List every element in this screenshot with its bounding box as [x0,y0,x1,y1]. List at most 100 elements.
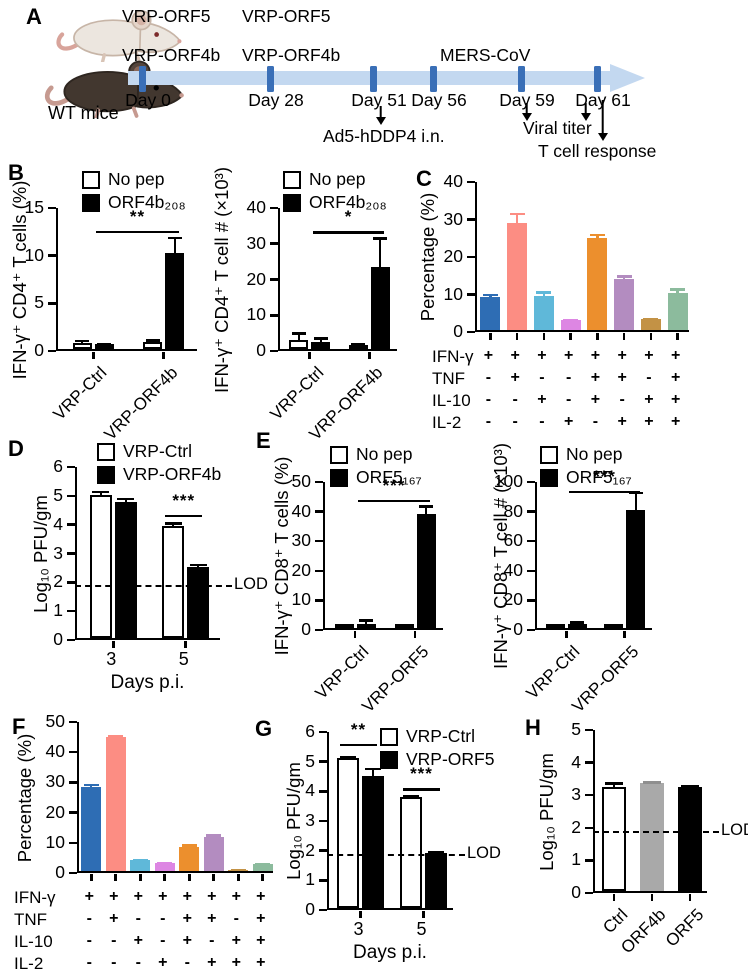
timeline-day-label: Day 59 [499,90,555,110]
panel-label-g: G [255,716,273,741]
matrix-sign: - [233,910,239,927]
plot-area [535,482,652,638]
error-bar [634,491,637,510]
matrix-row-label: TNF [432,369,466,388]
y-tick-label: 3 [571,784,581,805]
matrix-sign: + [256,954,266,971]
y-tick-mark [69,750,77,754]
matrix-row-label: IFN-γ [432,347,474,366]
y-tick-label: 15 [24,197,44,217]
legend-item: VRP-Ctrl [97,441,192,462]
y-tick-label: 30 [443,208,463,229]
y-tick-mark [67,523,75,526]
panel-label-h: H [525,715,541,740]
matrix-sign: + [670,413,681,430]
bar [130,860,151,871]
chart-cd4-cytokines: Percentage (%) 0 10 20 30 40 IFN-γ + + + + + + + + TNF -… [417,171,746,434]
plot-area [77,722,273,881]
y-tick-label: 30 [45,771,65,792]
legend-item: No pep [330,444,412,465]
matrix-sign: - [135,954,141,971]
significance-line [358,499,430,503]
x-tick-mark [622,332,626,340]
lod-line [593,831,719,834]
legend-label: ORF4b₂₀₈ [309,192,387,212]
error-bar [676,288,679,294]
matrix-sign: + [617,413,627,430]
error-bar-cap [536,291,552,294]
error-bar-cap [548,626,563,629]
matrix-sign: + [644,391,654,408]
y-tick-label: 30 [246,232,266,253]
matrix-sign: + [256,932,266,949]
error-bar-cap [255,863,271,866]
matrix-sign: - [111,932,117,949]
matrix-sign: + [182,910,192,927]
y-tick-label: 40 [45,741,65,762]
y-tick-label: 0 [305,899,315,919]
x-tick-mark [413,630,417,638]
lod-label: LOD [234,575,268,594]
chart-titer-orf4b: Log₁₀ PFU/gm 0 1 2 3 4 5 6 3 5 Days p.i. VRP-Ctrl VR… [12,437,268,699]
y-tick-mark [48,349,56,353]
matrix-row-label: IL-2 [14,954,44,973]
y-tick-mark [585,826,593,830]
timeline-day-label: Day 0 [125,90,171,110]
significance-line [569,490,640,494]
matrix-sign: + [133,932,143,949]
matrix-sign: + [207,954,217,971]
matrix-sign: + [182,932,192,949]
y-tick-mark [270,242,278,246]
error-bar-cap [402,794,420,798]
lod-line [327,853,465,856]
x-tick-mark [515,332,519,340]
error-bar-cap [604,782,624,785]
error-bar-cap [351,343,366,346]
error-bar-cap [336,626,352,629]
arrow-down-icon [520,103,533,121]
panel-label-e: E [256,428,271,453]
error-bar [379,237,382,267]
bar [337,758,359,908]
y-tick-label: 100 [493,471,523,491]
matrix-row-label: TNF [14,910,48,929]
error-bar-cap [563,318,579,322]
plot-area [327,732,453,918]
y-tick-label: 10 [291,589,311,610]
panel-label-a: A [26,4,42,29]
y-tick-label: 0 [256,340,266,360]
legend-item: No pep [82,169,164,190]
matrix-row-label: IL-10 [14,932,53,951]
x-tick-mark [564,630,568,638]
error-bar-cap [616,275,632,278]
x-tick-label: 3 [106,649,117,669]
error-bar-cap [642,781,662,784]
error-bar [297,332,300,341]
y-tick-mark [67,465,75,469]
y-tick-mark [319,760,327,763]
matrix-sign: - [565,369,572,386]
x-tick-mark [162,351,166,359]
significance-stars: *** [382,475,406,495]
bar [289,340,309,349]
y-tick-label: 10 [45,831,65,852]
bar [252,864,273,871]
matrix-sign: - [646,369,652,386]
y-tick-mark [319,730,327,734]
matrix-sign: + [158,954,168,971]
matrix-sign: + [617,369,627,386]
ad5-annotation: Ad5-hDDP4 i.n. [323,126,445,146]
chart-cd4-percent: IFN-γ⁺ CD4⁺ T cells (%) 0 5 10 15 VRP-Ctrl VRP… [9,165,215,444]
y-tick-mark [69,720,77,724]
legend-swatch [82,193,100,212]
matrix-sign: - [619,391,625,408]
x-tick-mark [612,893,616,901]
x-axis-label: Days p.i. [353,942,427,963]
error-bar [515,212,519,224]
y-tick-mark [527,628,535,632]
matrix-sign: + [590,347,601,364]
arrow-down-icon [579,103,592,121]
legend-item: No pep [283,169,365,190]
bar [203,837,224,871]
bar [105,737,126,871]
